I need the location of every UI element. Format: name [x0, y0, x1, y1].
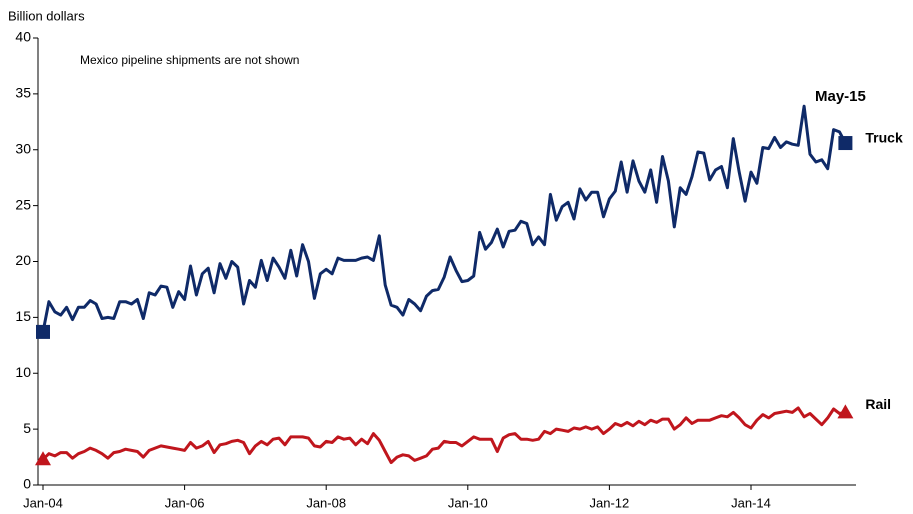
series-label: Truck	[865, 130, 903, 146]
x-tick-label: Jan-14	[731, 495, 771, 510]
series-label: Rail	[865, 396, 891, 412]
marker	[35, 451, 51, 466]
y-tick-label: 15	[15, 308, 31, 324]
note: Mexico pipeline shipments are not shown	[80, 53, 299, 67]
annotation: May-15	[815, 88, 866, 105]
y-tick-label: 5	[23, 420, 31, 436]
x-tick-label: Jan-12	[590, 495, 630, 510]
y-tick-label: 35	[15, 85, 31, 101]
series-line	[41, 104, 847, 333]
y-tick-label: 40	[15, 29, 31, 45]
y-tick-label: 30	[15, 140, 31, 156]
x-tick-label: Jan-06	[165, 495, 205, 510]
x-tick-label: Jan-04	[23, 495, 63, 510]
series-line	[41, 406, 846, 465]
y-tick-label: 25	[15, 196, 31, 212]
y-tick-label: 20	[15, 252, 31, 268]
marker	[837, 404, 854, 419]
y-tick-label: 10	[15, 364, 31, 380]
marker	[36, 324, 50, 339]
x-tick-label: Jan-10	[448, 495, 488, 510]
x-tick-label: Jan-08	[306, 495, 346, 510]
marker	[838, 136, 853, 151]
y-tick-label: 0	[23, 476, 31, 492]
y-axis-label: Billion dollars	[8, 8, 85, 23]
